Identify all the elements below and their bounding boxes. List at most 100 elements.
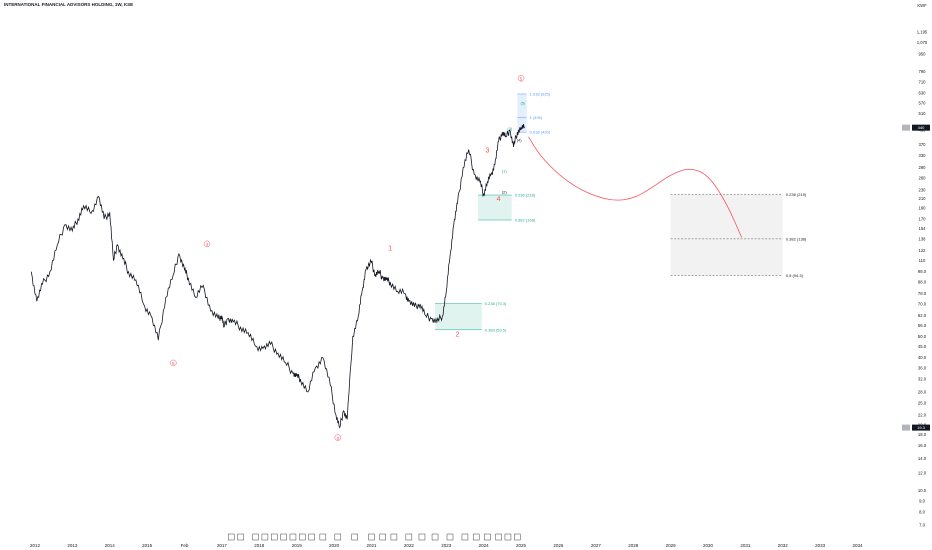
fib-label-1: 0.383 (53.5) [485,327,507,332]
projection-path[interactable] [528,136,743,238]
fib-zone-3[interactable] [670,194,783,276]
fib-label-9: 0.5 (94.3) [786,273,804,278]
x-tick-label: 2025 [516,543,527,548]
price-tag-low[interactable] [912,424,930,431]
y-tick-label: 9.0 [919,498,925,503]
event-marker[interactable] [405,533,413,541]
event-marker[interactable] [484,533,491,541]
fib-label-0: 0.236 (70.3) [485,301,507,306]
x-tick-label: 2012 [30,543,41,548]
price-tag-label-last: 440 [918,125,925,130]
y-tick-label: 710 [919,79,927,84]
y-tick-label: 50.0 [918,334,927,339]
x-tick-label: 2024 [479,543,490,548]
y-tick-label: 950 [919,51,927,56]
y-tick-label: 110 [919,258,926,263]
y-tick-label: 510 [919,111,927,116]
subwave-label-4: (5) [520,101,526,106]
y-tick-label: 12.0 [918,471,927,476]
y-tick-label: 22.0 [918,413,927,418]
x-tick-label: 2020 [329,543,340,548]
fib-label-3: 0.382 (168) [515,218,536,223]
y-tick-label: 70.0 [918,302,927,307]
event-marker[interactable] [472,533,480,541]
y-tick-label: 32.0 [918,377,927,382]
event-marker[interactable] [237,533,244,541]
wave-label-2: 0 [337,436,340,441]
event-marker[interactable] [446,533,454,541]
price-series[interactable] [30,124,525,429]
event-marker[interactable] [418,533,426,541]
fib-label-2: 0.236 (218) [515,193,536,198]
y-tick-label: 1,195 [917,29,928,34]
event-marker[interactable] [431,533,439,541]
y-tick-label: 290 [919,165,927,170]
y-tick-label: 630 [919,91,927,96]
y-tick-label: 122 [919,248,927,253]
event-marker[interactable] [368,533,375,541]
x-tick-label: 2019 [292,543,303,548]
event-marker[interactable] [228,533,235,541]
event-marker[interactable] [319,533,327,541]
fib-label-8: 0.382 (138) [786,236,807,241]
event-marker[interactable] [495,533,502,541]
chart-title: INTERNATIONAL FINANCIAL ADVISORS HOLDING… [4,2,134,7]
y-tick-label: 88.0 [918,280,927,285]
event-marker[interactable] [379,533,386,541]
subwave-label-3: (4) [517,138,523,143]
y-tick-label: 14.0 [918,456,927,461]
event-marker[interactable] [280,533,287,541]
x-tick-label: 2022 [404,543,415,548]
y-tick-label: 154 [919,226,927,231]
wave-label-5: 3 [485,147,489,154]
event-marker[interactable] [514,533,521,541]
event-marker[interactable] [461,533,469,541]
event-marker[interactable] [351,533,358,541]
y-tick-label: 190 [919,206,927,211]
x-tick-label: 2034 [853,543,864,548]
wave-label-0: 4 [206,242,209,247]
wave-label-6: 4 [497,196,501,203]
event-marker[interactable] [252,533,259,541]
price-tag-last[interactable] [912,124,930,131]
fib-zone-2[interactable] [517,93,527,133]
y-tick-label: 25.0 [918,400,927,405]
wave-label-3: 1 [388,246,392,253]
y-tick-label: 40.0 [918,355,927,360]
y-tick-label: 8.0 [919,510,925,515]
x-tick-label: 2028 [628,543,639,548]
price-tag-label-low: 19.3 [917,425,926,430]
x-tick-label: 2026 [553,543,564,548]
x-tick-label: 2013 [67,543,78,548]
fib-label-6: 0.618 (420) [530,130,551,135]
y-tick-label: 10.0 [918,488,927,493]
event-marker[interactable] [261,533,269,541]
event-marker[interactable] [308,533,315,541]
wave-label-1: 5 [172,361,175,366]
x-tick-label: 2027 [591,543,602,548]
event-marker[interactable] [289,533,297,541]
fib-zone-1[interactable] [478,195,512,221]
event-marker[interactable] [299,533,306,541]
fib-zone-0[interactable] [435,303,482,330]
wave-label-4: 2 [456,331,460,338]
fib-label-4: 1.618 (625) [530,91,551,96]
y-tick-label: 18.0 [918,432,927,437]
event-marker[interactable] [334,533,342,541]
subwave-label-0: (1) [502,169,508,174]
y-tick-label: 7.0 [919,522,925,527]
x-tick-label: 2032 [778,543,789,548]
y-tick-label: 138 [919,236,927,241]
event-marker[interactable] [271,533,278,541]
x-tick-label: 2021 [366,543,377,548]
x-tick-label: 2015 [142,543,153,548]
y-tick-label: 230 [919,187,927,192]
y-tick-label: 36.0 [918,365,927,370]
event-marker[interactable] [390,533,398,541]
price-tag-marker-last [902,124,910,131]
y-tick-label: 260 [919,176,927,181]
y-tick-label: 98.0 [918,269,927,274]
event-marker[interactable] [504,533,512,541]
subwave-label-2: (3) [507,126,513,131]
